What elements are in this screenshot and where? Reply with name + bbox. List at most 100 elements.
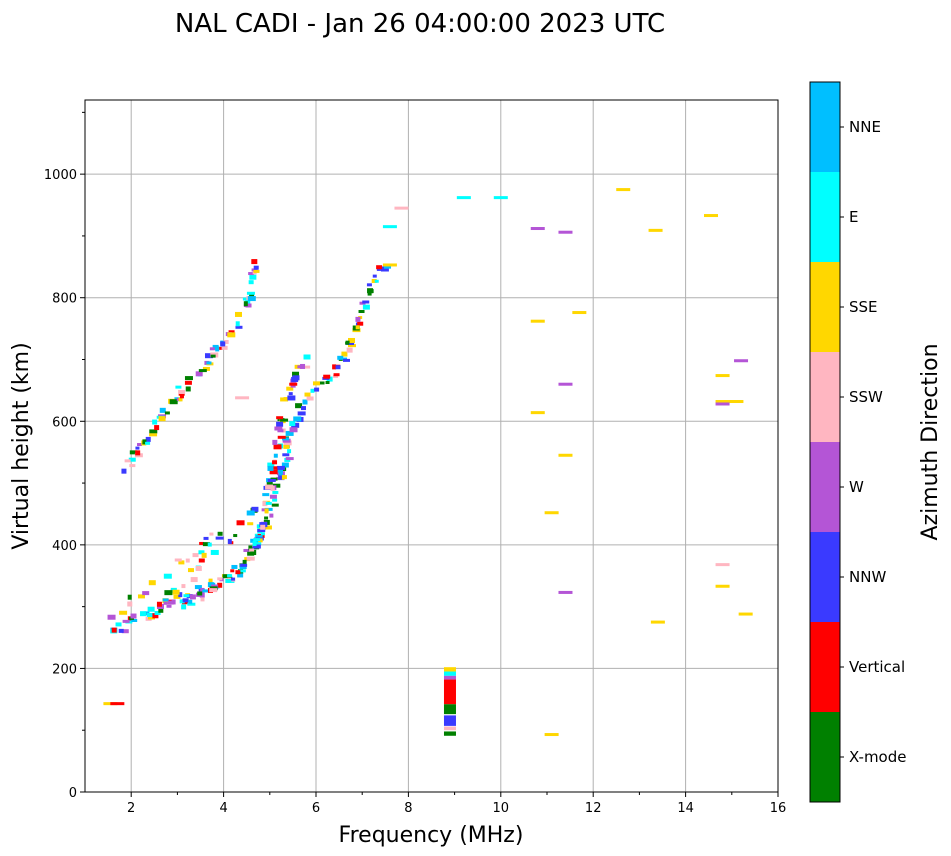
echo-mark: [283, 444, 290, 449]
echo-mark: [207, 582, 214, 588]
echo-mark: [704, 214, 719, 218]
echo-mark: [152, 419, 158, 425]
echo-mark: [212, 344, 219, 350]
echo-mark: [181, 584, 186, 589]
echo-mark: [231, 564, 238, 569]
y-tick-label: 400: [52, 539, 77, 554]
echo-mark: [175, 385, 182, 389]
colorbar-swatch: [810, 262, 840, 352]
column-segment: [443, 671, 456, 676]
echo-mark: [277, 429, 284, 433]
echo-mark: [192, 553, 199, 558]
echo-mark: [218, 346, 223, 350]
echo-mark: [227, 574, 233, 578]
echo-mark: [147, 606, 155, 612]
echo-mark: [276, 467, 283, 473]
echo-mark: [146, 612, 155, 617]
echo-mark: [280, 418, 289, 422]
echo-mark: [122, 619, 130, 623]
echo-mark: [110, 702, 125, 706]
echo-mark: [124, 459, 131, 463]
echo-mark: [179, 393, 184, 399]
echo-mark: [260, 524, 266, 530]
echo-mark: [715, 584, 730, 588]
echo-mark: [173, 594, 181, 599]
echo-mark: [197, 591, 203, 596]
echo-mark: [287, 449, 292, 454]
column-segment: [443, 715, 456, 726]
echo-mark: [185, 558, 190, 563]
echo-mark: [167, 600, 174, 605]
echo-mark: [204, 353, 213, 359]
chart-title: NAL CADI - Jan 26 04:00:00 2023 UTC: [175, 9, 665, 39]
column-segment: [443, 726, 456, 731]
echo-mark: [253, 269, 260, 273]
echo-mark: [287, 395, 296, 401]
y-axis-ticks: 0 200 400 600 800 1000: [44, 111, 85, 801]
echo-mark: [107, 614, 116, 620]
echo-mark: [265, 484, 274, 490]
echo-mark: [314, 387, 320, 392]
echo-mark: [198, 558, 205, 563]
echo-mark: [184, 380, 192, 385]
echo-mark: [237, 573, 244, 578]
echo-mark: [227, 332, 236, 338]
data-layer: [103, 188, 753, 737]
echo-mark: [172, 589, 180, 595]
echo-mark: [493, 196, 508, 200]
echo-mark: [355, 325, 360, 330]
echo-mark: [202, 542, 210, 547]
echo-mark: [243, 301, 248, 307]
echo-mark: [267, 465, 274, 471]
echo-mark: [227, 538, 232, 544]
echo-mark: [269, 469, 278, 475]
echo-mark: [333, 374, 339, 378]
x-tick-label: 14: [677, 801, 694, 816]
echo-mark: [346, 341, 355, 345]
echo-mark: [267, 462, 275, 467]
echo-mark: [156, 601, 162, 607]
echo-mark: [145, 441, 151, 445]
echo-mark: [335, 365, 341, 370]
y-tick-label: 200: [52, 662, 77, 677]
echo-mark: [289, 427, 298, 433]
echo-mark: [181, 604, 187, 610]
echo-mark: [246, 510, 255, 516]
echo-mark: [145, 436, 151, 442]
echo-mark: [249, 274, 257, 280]
echo-mark: [248, 280, 254, 285]
echo-mark: [264, 525, 272, 530]
echo-mark: [118, 628, 124, 633]
echo-mark: [281, 462, 289, 468]
echo-mark: [149, 433, 158, 437]
column-segment: [443, 667, 456, 672]
column-segment: [443, 675, 456, 680]
echo-mark: [154, 611, 161, 616]
echo-mark: [248, 545, 253, 551]
echo-mark: [148, 615, 156, 620]
echo-mark: [248, 272, 255, 276]
echo-mark: [135, 450, 141, 456]
echo-mark: [276, 465, 285, 470]
colorbar-swatch: [810, 532, 840, 622]
echo-mark: [273, 444, 282, 450]
echo-mark: [262, 501, 268, 507]
echo-mark: [200, 597, 205, 602]
echo-mark: [276, 421, 284, 427]
echo-mark: [260, 532, 265, 536]
y-axis-label: Virtual height (km): [9, 342, 34, 549]
echo-mark: [188, 599, 193, 604]
echo-mark: [111, 627, 117, 633]
echo-mark: [195, 371, 203, 377]
echo-mark: [163, 601, 168, 605]
echo-mark: [249, 548, 255, 552]
echo-mark: [149, 429, 158, 434]
echo-mark: [302, 399, 308, 405]
echo-mark: [142, 591, 150, 596]
echo-mark: [272, 439, 278, 445]
echo-mark: [246, 556, 255, 561]
echo-mark: [198, 369, 207, 373]
x-tick-label: 12: [585, 801, 602, 816]
echo-mark: [115, 622, 122, 627]
echo-mark: [209, 347, 215, 351]
